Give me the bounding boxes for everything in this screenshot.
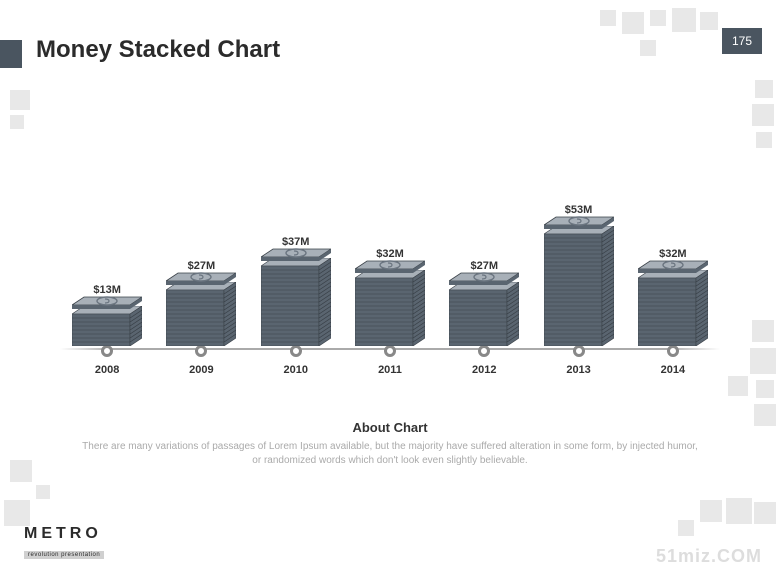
money-stack-graphic xyxy=(638,266,708,344)
axis-dot xyxy=(195,345,207,357)
money-stack-graphic xyxy=(449,278,519,344)
money-stack-graphic xyxy=(72,302,142,344)
about-chart-text: There are many variations of passages of… xyxy=(80,440,700,468)
value-label: $53M xyxy=(565,204,593,216)
year-label: 2012 xyxy=(472,364,496,376)
year-label: 2009 xyxy=(189,364,213,376)
brand-logo: METRO revolution presentation xyxy=(24,525,104,561)
year-label: 2008 xyxy=(95,364,119,376)
value-label: $13M xyxy=(93,284,121,296)
money-stack-graphic xyxy=(261,254,331,344)
page-title: Money Stacked Chart xyxy=(36,36,280,64)
page-number-badge: 175 xyxy=(722,28,762,54)
money-stack-graphic xyxy=(166,278,236,344)
logo-sub-text: revolution presentation xyxy=(24,551,104,559)
title-accent-bar xyxy=(0,40,22,68)
year-label: 2014 xyxy=(661,364,685,376)
value-label: $27M xyxy=(471,260,499,272)
year-label: 2013 xyxy=(566,364,590,376)
logo-main-text: METRO xyxy=(24,525,104,543)
about-chart-title: About Chart xyxy=(0,420,780,435)
money-stack-graphic xyxy=(355,266,425,344)
axis-dot xyxy=(101,345,113,357)
axis-dot xyxy=(573,345,585,357)
value-label: $32M xyxy=(376,248,404,260)
watermark-text: 51miz.COM xyxy=(656,546,762,567)
year-label: 2011 xyxy=(378,364,402,376)
money-stacked-chart: 2008 $13M 2009 xyxy=(60,150,720,380)
value-label: $27M xyxy=(188,260,216,272)
money-stack-graphic xyxy=(544,222,614,344)
value-label: $37M xyxy=(282,236,310,248)
axis-dot xyxy=(384,345,396,357)
value-label: $32M xyxy=(659,248,687,260)
axis-dot xyxy=(478,345,490,357)
axis-dot xyxy=(667,345,679,357)
year-label: 2010 xyxy=(283,364,307,376)
axis-dot xyxy=(290,345,302,357)
